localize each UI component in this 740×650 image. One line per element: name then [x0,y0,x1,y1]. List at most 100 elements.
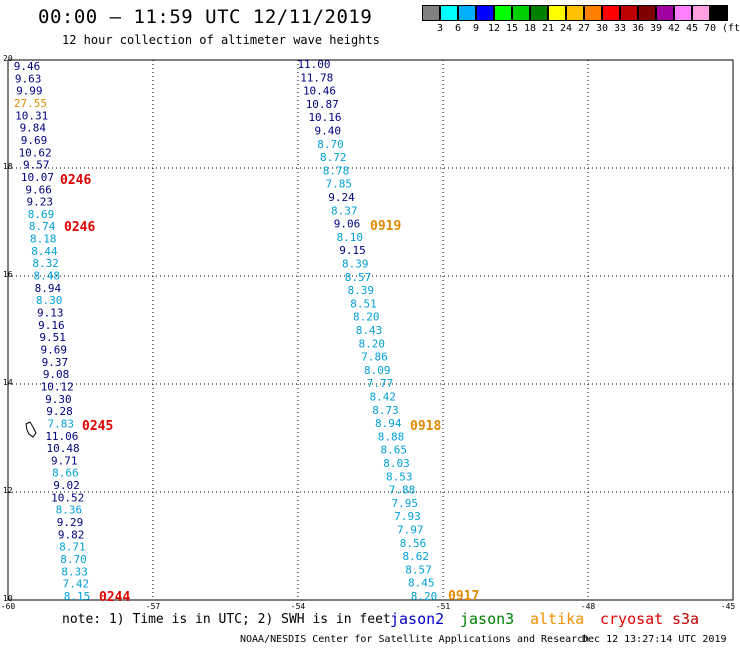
wave-height-west: 8.74 [29,220,56,233]
wave-height-east: 10.16 [308,111,341,124]
wave-height-west: 9.30 [45,393,72,406]
wave-height-west: 9.08 [43,368,70,381]
wave-height-west: 9.82 [58,528,85,541]
wave-height-east: 8.72 [320,151,347,164]
colorbar-swatch [512,5,530,21]
lon-tick-label: -45 [721,602,736,611]
wave-height-east: 8.03 [383,457,410,470]
legend-s3a: s3a [672,610,700,628]
wave-height-east: 9.06 [334,218,361,231]
wave-height-east: 8.10 [337,231,364,244]
lat-tick-label: 12 [3,486,13,495]
wave-height-west: 10.31 [15,109,48,122]
legend-jason3: jason3 [460,610,515,628]
colorbar-label: 24 [559,23,573,34]
wave-height-west: 7.42 [63,578,90,591]
wave-height-west: 8.48 [34,270,61,283]
pass-time-label: 0918 [410,419,441,434]
wave-height-west: 10.48 [46,442,79,455]
colorbar-swatch [440,5,458,21]
wave-height-east: 11.78 [300,71,333,84]
pass-time-label: 0917 [448,589,479,604]
wave-height-east: 7.97 [397,524,424,537]
colorbar-swatch [494,5,512,21]
colorbar-label: 6 [454,23,462,34]
wave-height-west: 10.62 [19,146,52,159]
wave-height-west: 9.69 [21,134,48,147]
wave-height-east: 8.88 [378,430,405,443]
wave-height-west: 9.23 [27,196,54,209]
wave-height-west: 9.84 [20,122,47,135]
colorbar-swatch [674,5,692,21]
lat-tick-label: 20 [3,54,13,63]
pass-time-label: 0246 [64,220,95,235]
lat-tick-label: 10 [3,594,13,603]
colorbar-label: 33 [613,23,627,34]
wave-height-east: 8.20 [353,311,380,324]
wave-height-east: 8.42 [370,391,397,404]
wave-height-west: 9.51 [39,331,66,344]
wave-height-west: 7.83 [47,417,74,430]
wave-height-east: 8.70 [317,138,344,151]
lon-tick-label: -48 [581,602,596,611]
wave-height-east: 10.87 [306,98,339,111]
wave-height-east: 7.93 [394,510,421,523]
pass-time-label: 0245 [82,419,113,434]
colorbar-label: 3 [436,23,444,34]
wave-height-west: 9.02 [53,479,80,492]
colorbar-swatch [692,5,710,21]
wave-height-west: 10.52 [51,491,84,504]
wave-height-east: 8.45 [408,577,435,590]
colorbar-swatch [710,5,728,21]
lon-tick-label: -54 [291,602,306,611]
wave-height-west: 9.63 [15,72,42,85]
pass-time-label: 0246 [60,173,91,188]
wave-height-east: 7.88 [389,484,416,497]
colorbar-label: 21 [541,23,555,34]
island-outline [25,421,37,438]
colorbar-label: 15 [505,23,519,34]
colorbar-label: 45 [685,23,699,34]
wave-height-west: 9.29 [57,516,84,529]
wave-height-west: 8.44 [31,245,58,258]
wave-height-east: 8.57 [345,271,372,284]
wave-height-west: 9.69 [40,343,67,356]
colorbar-swatch [476,5,494,21]
pass-time-label: 0919 [370,219,401,234]
wave-height-west: 9.57 [23,159,50,172]
colorbar-label: 39 [649,23,663,34]
credit-line: NOAA/NESDIS Center for Satellite Applica… [240,634,590,645]
colorbar-swatch [620,5,638,21]
wave-height-east: 7.77 [367,377,394,390]
wave-height-west: 10.12 [41,380,74,393]
wave-height-east: 8.56 [400,537,427,550]
wave-height-east: 8.62 [403,550,430,563]
footer-note: note: 1) Time is in UTC; 2) SWH is in fe… [62,612,391,627]
wave-height-west: 8.71 [59,541,86,554]
wave-height-east: 8.51 [350,297,377,310]
legend-cryosat: cryosat [600,610,664,628]
wave-height-west: 27.55 [14,97,47,110]
colorbar-label: 70 [703,23,717,34]
wave-height-west: 9.16 [38,319,65,332]
wave-height-east: 8.39 [342,258,369,271]
legend-jason2: jason2 [390,610,445,628]
wave-height-west: 9.99 [16,85,43,98]
wave-height-west: 8.66 [52,467,79,480]
wave-height-east: 8.20 [411,590,438,603]
wave-height-west: 8.70 [60,553,87,566]
page-title: 00:00 – 11:59 UTC 12/11/2019 [38,6,373,28]
colorbar-label: 12 [487,23,501,34]
pass-time-label: 0244 [99,590,130,605]
wave-height-east: 8.94 [375,417,402,430]
colorbar-swatch [638,5,656,21]
lon-tick-label: -60 [1,602,16,611]
map-frame [7,59,734,601]
colorbar-label: 9 [472,23,480,34]
colorbar-swatch [530,5,548,21]
colorbar-swatch [566,5,584,21]
generation-timestamp: Dec 12 13:27:14 UTC 2019 [582,634,727,645]
wave-height-west: 8.69 [28,208,55,221]
wave-height-east: 8.37 [331,204,358,217]
